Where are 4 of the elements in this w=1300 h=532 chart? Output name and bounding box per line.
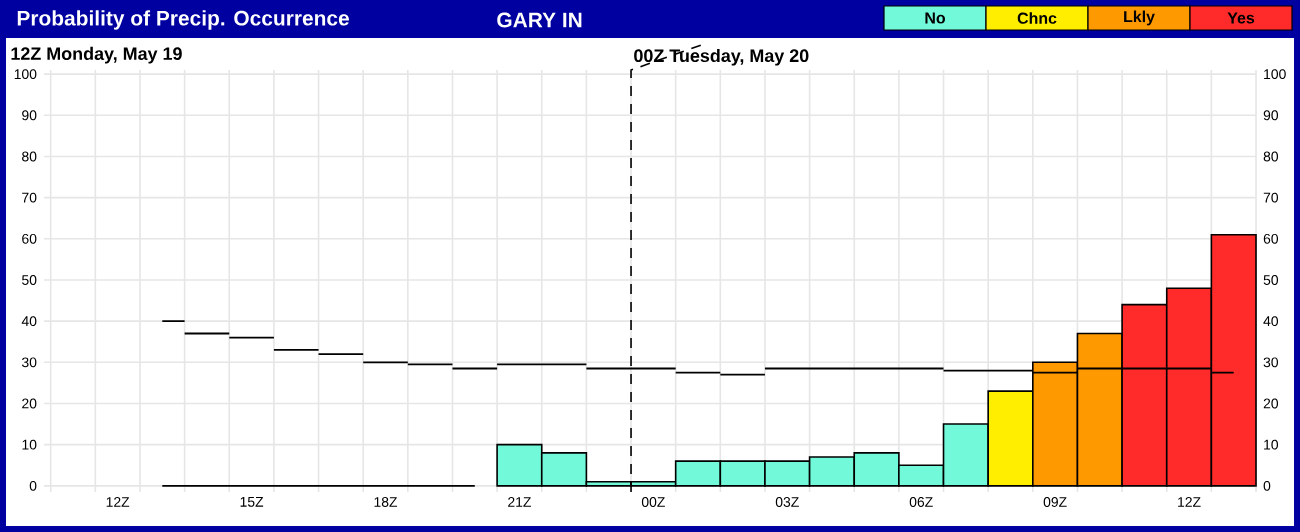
chart-title: Probability of Precip. Occurrence bbox=[17, 10, 349, 30]
text: 12Z Monday, May 19 bbox=[11, 46, 182, 64]
ref-line-label: 00Z Tuesday, May 20 bbox=[634, 48, 809, 66]
chart-subtitle: GARY IN bbox=[497, 12, 582, 28]
